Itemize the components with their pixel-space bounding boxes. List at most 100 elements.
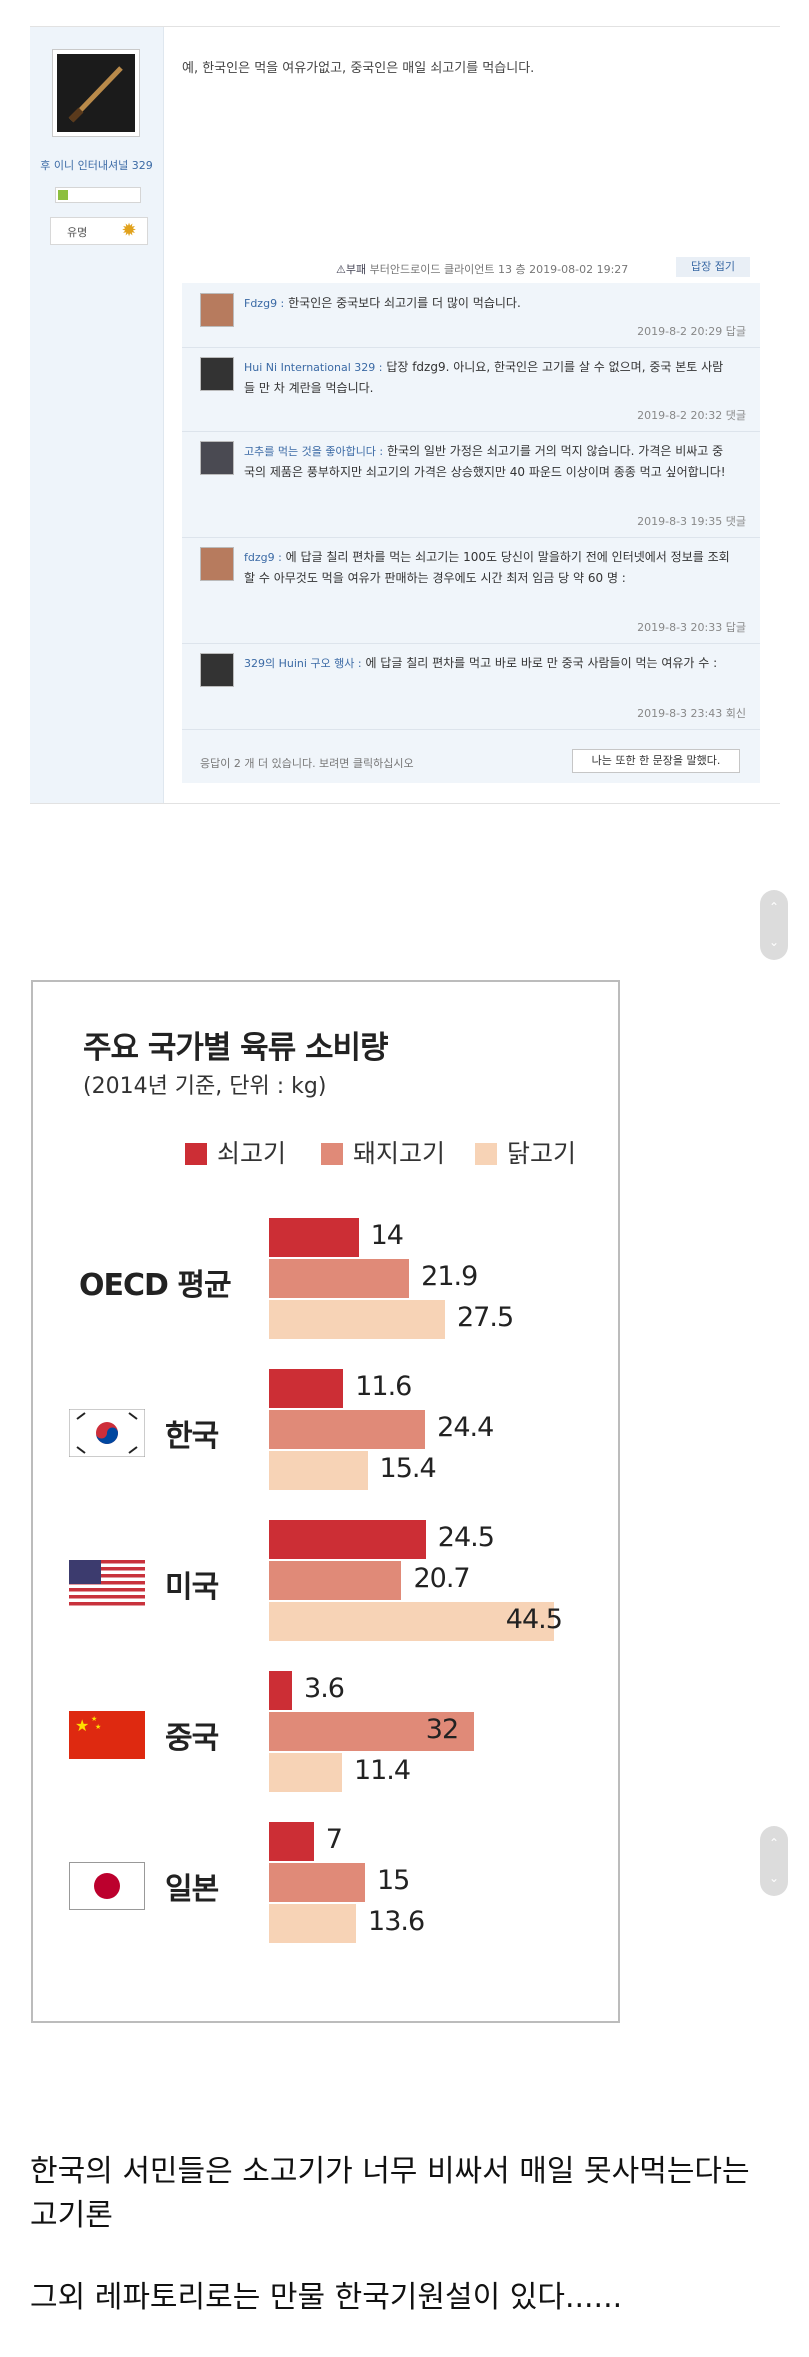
bar-value-label: 11.4 — [353, 1755, 411, 1786]
bar — [269, 1369, 344, 1408]
scroll-up-icon[interactable]: ⌃ — [768, 900, 780, 914]
scroll-control[interactable]: ⌃ ⌄ — [760, 890, 788, 960]
comment-item: Fdzg9 : 한국인은 중국보다 쇠고기를 더 많이 먹습니다. 2019-8… — [182, 283, 760, 348]
comment-text: 답장 fdzg9. 아니요, 한국인은 고기를 살 수 없으며, 중국 본토 사… — [244, 360, 724, 395]
legend-label: 쇠고기 — [217, 1139, 287, 1168]
comment-body: Fdzg9 : 한국인은 중국보다 쇠고기를 더 많이 먹습니다. — [244, 293, 734, 314]
legend-item-beef: 쇠고기 — [185, 1134, 286, 1170]
comment-time[interactable]: 2019-8-3 20:33 답글 — [637, 621, 746, 634]
bar — [269, 1671, 293, 1710]
scroll-control[interactable]: ⌃ ⌄ — [760, 1826, 788, 1896]
comment-body: fdzg9 : 에 답글 칠리 편차를 먹는 쇠고기는 100도 당신이 말을하… — [244, 547, 734, 588]
category-label: 중국 — [165, 1721, 219, 1756]
comment-item: 고추를 먹는 것을 좋아합니다 : 한국의 일반 가정은 쇠고기를 거의 먹지 … — [182, 431, 760, 538]
svg-text:★: ★ — [91, 1715, 97, 1723]
japan-flag-icon — [69, 1862, 145, 1910]
post-meta-info: 부터안드로이드 클라이언트 13 층 2019-08-02 19:27 — [369, 263, 629, 276]
comment-author[interactable]: 329의 Huini 구오 행사 : — [244, 657, 362, 670]
china-flag-icon: ★ ★★ — [69, 1711, 145, 1759]
comment-item: 329의 Huini 구오 행사 : 에 답글 칠리 편차를 먹고 바로 바로 … — [182, 643, 760, 730]
comment-body: 고추를 먹는 것을 좋아합니다 : 한국의 일반 가정은 쇠고기를 거의 먹지 … — [244, 441, 734, 482]
comment-time[interactable]: 2019-8-3 23:43 회신 — [637, 707, 746, 720]
comment-list: Fdzg9 : 한국인은 중국보다 쇠고기를 더 많이 먹습니다. 2019-8… — [182, 283, 760, 783]
comment-author[interactable]: fdzg9 : — [244, 551, 282, 564]
caption-line-3: 그외 레파토리로는 만물 한국기원설이 있다...... — [30, 2280, 623, 2315]
comment-text: 에 답글 칠리 편차를 먹는 쇠고기는 100도 당신이 말을하기 전에 인터넷… — [244, 550, 730, 585]
bar-value-label: 7 — [325, 1824, 343, 1855]
bar-value-label: 15.4 — [379, 1453, 437, 1484]
comment-time[interactable]: 2019-8-2 20:29 답글 — [637, 325, 746, 338]
usa-flag-icon — [69, 1560, 145, 1608]
comment-text: 에 답글 칠리 편차를 먹고 바로 바로 만 중국 사람들이 먹는 여유가 수 … — [365, 656, 718, 670]
scroll-up-icon[interactable]: ⌃ — [768, 1836, 780, 1850]
user-title-box: 유명 ✹ — [50, 217, 148, 245]
post-text: 예, 한국인은 먹을 여유가없고, 중국인은 매일 쇠고기를 먹습니다. — [182, 61, 535, 76]
bar — [269, 1259, 410, 1298]
comment-text: 한국인은 중국보다 쇠고기를 더 많이 먹습니다. — [288, 296, 521, 310]
bar — [269, 1753, 342, 1792]
report-link[interactable]: ⚠부패 — [336, 263, 367, 276]
legend-label: 닭고기 — [507, 1139, 577, 1168]
bar — [269, 1822, 314, 1861]
legend-swatch — [321, 1143, 343, 1165]
bar — [269, 1300, 445, 1339]
legend-item-pork: 돼지고기 — [321, 1134, 445, 1170]
legend-swatch — [475, 1143, 497, 1165]
scroll-down-icon[interactable]: ⌄ — [768, 935, 780, 949]
user-title: 유명 — [67, 226, 88, 239]
bar — [269, 1410, 426, 1449]
category-label: OECD 평균 — [79, 1268, 232, 1303]
comment-avatar[interactable] — [200, 653, 234, 687]
scroll-down-icon[interactable]: ⌄ — [768, 1871, 780, 1885]
post-meta: ⚠부패 부터안드로이드 클라이언트 13 층 2019-08-02 19:27 — [336, 261, 628, 277]
avatar[interactable] — [52, 49, 140, 137]
bar-value-label: 44.5 — [505, 1604, 563, 1635]
korea-flag-icon — [69, 1409, 145, 1457]
rank-bar — [55, 187, 141, 203]
reply-button[interactable]: 나는 또한 한 문장을 말했다. — [572, 749, 740, 773]
bar-value-label: 20.7 — [413, 1563, 470, 1594]
user-sidebar: 후 이니 인터내셔널 329 유명 ✹ — [30, 27, 164, 803]
chart-title: 주요 국가별 육류 소비량 — [83, 1030, 389, 1066]
bar-value-label: 14 — [370, 1220, 404, 1251]
bar-value-label: 24.4 — [437, 1412, 494, 1443]
comment-time[interactable]: 2019-8-2 20:32 댓글 — [637, 409, 746, 422]
comment-avatar[interactable] — [200, 547, 234, 581]
svg-text:★: ★ — [75, 1716, 89, 1735]
bar — [269, 1451, 368, 1490]
category-label: 한국 — [165, 1419, 219, 1454]
comment-body: 329의 Huini 구오 행사 : 에 답글 칠리 편차를 먹고 바로 바로 … — [244, 653, 734, 674]
bar-value-label: 11.6 — [355, 1371, 412, 1402]
comment-time[interactable]: 2019-8-3 19:35 댓글 — [637, 515, 746, 528]
comment-avatar[interactable] — [200, 293, 234, 327]
comment-body: Hui Ni International 329 : 답장 fdzg9. 아니요… — [244, 357, 734, 398]
category-label: 일본 — [165, 1872, 219, 1907]
bar — [269, 1561, 402, 1600]
bar-value-label: 13.6 — [368, 1906, 425, 1937]
sword-avatar-image — [57, 54, 135, 132]
comment-avatar[interactable] — [200, 441, 234, 475]
star-badge-icon: ✹ — [121, 220, 137, 241]
caption-line-1: 한국의 서민들은 소고기가 너무 비싸서 매일 못사먹는다는 — [30, 2154, 750, 2189]
more-replies-link[interactable]: 응답이 2 개 더 있습니다. 보려면 클릭하십시오 — [200, 757, 414, 770]
bar-value-label: 32 — [425, 1714, 459, 1745]
bar — [269, 1218, 359, 1257]
chart-subtitle: (2014년 기준, 단위 : kg) — [83, 1074, 327, 1099]
bar-value-label: 21.9 — [421, 1261, 478, 1292]
comment-avatar[interactable] — [200, 357, 234, 391]
comment-author[interactable]: Hui Ni International 329 : — [244, 361, 383, 374]
comment-author[interactable]: Fdzg9 : — [244, 297, 285, 310]
svg-text:★: ★ — [95, 1723, 101, 1731]
legend-item-chicken: 닭고기 — [475, 1134, 576, 1170]
comment-author[interactable]: 고추를 먹는 것을 좋아합니다 : — [244, 445, 384, 458]
bar — [269, 1602, 554, 1641]
bar-value-label: 27.5 — [457, 1302, 514, 1333]
legend-label: 돼지고기 — [353, 1139, 446, 1168]
bar — [269, 1520, 426, 1559]
username[interactable]: 후 이니 인터내셔널 329 — [40, 159, 153, 172]
bar — [269, 1904, 357, 1943]
bar — [269, 1863, 365, 1902]
category-label: 미국 — [165, 1570, 219, 1605]
collapse-replies-button[interactable]: 답장 접기 — [676, 257, 750, 277]
rank-icon — [58, 190, 68, 200]
